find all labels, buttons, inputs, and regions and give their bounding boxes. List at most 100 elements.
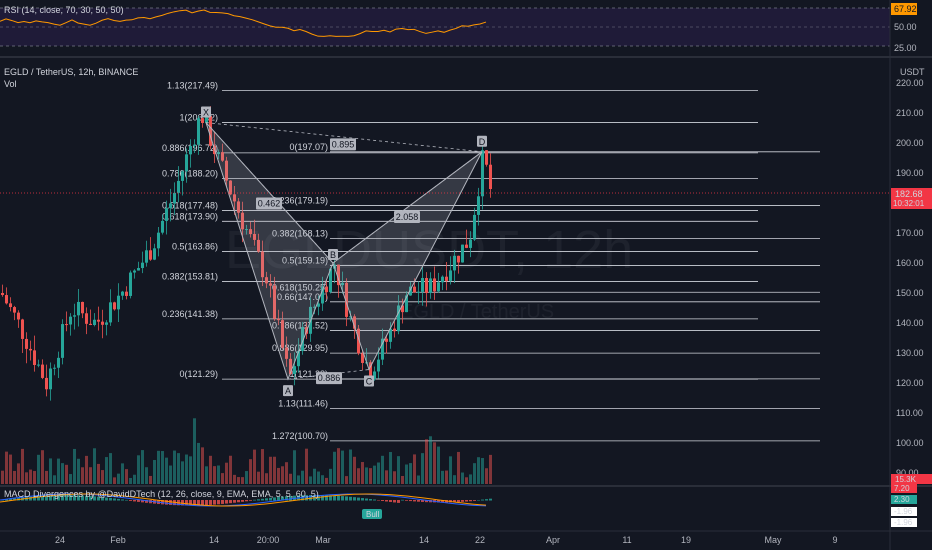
macd-bar bbox=[457, 500, 460, 503]
point-a-box bbox=[283, 385, 293, 397]
candle bbox=[481, 150, 484, 197]
candle bbox=[133, 270, 136, 273]
current-price: 182.68 bbox=[895, 189, 923, 199]
candle bbox=[153, 248, 156, 260]
candle bbox=[285, 347, 288, 359]
candle bbox=[217, 152, 220, 155]
volume-bar bbox=[45, 470, 48, 484]
candle bbox=[137, 268, 140, 271]
fib-label-right: 1.13(111.46) bbox=[278, 399, 328, 409]
candle bbox=[17, 312, 20, 320]
volume-bar bbox=[193, 418, 196, 484]
volume-bar bbox=[345, 476, 348, 484]
candle bbox=[181, 171, 184, 181]
volume-bar bbox=[137, 455, 140, 484]
volume-bar bbox=[369, 468, 372, 484]
candle bbox=[185, 154, 188, 172]
volume-bar bbox=[145, 467, 148, 484]
candle bbox=[429, 278, 432, 293]
volume-bar bbox=[481, 458, 484, 484]
volume-bar bbox=[341, 450, 344, 484]
volume-bar bbox=[85, 455, 88, 484]
macd-bar bbox=[61, 495, 64, 501]
macd-value-1: 7.20 bbox=[894, 484, 910, 493]
volume-bar bbox=[401, 475, 404, 484]
volume-bar bbox=[129, 477, 132, 484]
candle bbox=[269, 283, 272, 286]
rsi-level-50: 50.00 bbox=[894, 22, 917, 32]
candle bbox=[413, 286, 416, 293]
price-axis[interactable]: 220.00210.00200.00190.00180.00170.00160.… bbox=[896, 78, 924, 478]
time-axis[interactable]: 24 Feb 14 20:00 Mar 14 22 Apr 11 19 May 9 bbox=[55, 535, 838, 545]
fib-label-right: 0.786(137.52) bbox=[272, 320, 328, 330]
volume-bar bbox=[149, 475, 152, 484]
fib-label-left: 0.382(153.81) bbox=[162, 272, 218, 282]
candle bbox=[349, 316, 352, 318]
rsi-line bbox=[0, 9, 487, 37]
rsi-level-25: 25.00 bbox=[894, 43, 917, 53]
macd-value-3: -1.96 bbox=[894, 507, 913, 516]
volume-bar bbox=[429, 436, 432, 484]
volume-bar bbox=[97, 463, 100, 484]
candle bbox=[473, 214, 476, 240]
volume-bar bbox=[293, 450, 296, 484]
volume-bar bbox=[57, 458, 60, 484]
fib-label-right: 0.5(159.19) bbox=[282, 255, 328, 265]
candle bbox=[405, 295, 408, 313]
price-tick: 90.00 bbox=[896, 468, 919, 478]
fib-label-left: 0.236(141.38) bbox=[162, 309, 218, 319]
macd-bar bbox=[233, 500, 236, 503]
volume-bar bbox=[89, 467, 92, 484]
candle bbox=[233, 194, 236, 202]
price-tick: 160.00 bbox=[896, 258, 924, 268]
candle bbox=[89, 323, 92, 325]
macd-bar bbox=[453, 500, 456, 503]
macd-bar bbox=[265, 498, 268, 501]
macd-bar bbox=[253, 499, 256, 501]
macd-bar bbox=[213, 500, 216, 505]
price-tick: 140.00 bbox=[896, 318, 924, 328]
volume-bar bbox=[33, 471, 36, 484]
macd-bar bbox=[473, 500, 476, 501]
volume-bar bbox=[229, 455, 232, 484]
candle bbox=[73, 315, 76, 317]
volume-bar bbox=[1, 470, 4, 484]
volume-bar bbox=[241, 477, 244, 484]
candle bbox=[61, 324, 64, 358]
candle bbox=[453, 255, 456, 271]
candle bbox=[237, 201, 240, 213]
macd-bar bbox=[57, 495, 60, 501]
macd-bar bbox=[405, 500, 408, 501]
macd-bar bbox=[425, 500, 428, 503]
volume-bar bbox=[157, 450, 160, 484]
candle bbox=[409, 286, 412, 296]
macd-bar bbox=[401, 499, 404, 501]
macd-bar bbox=[345, 496, 348, 501]
volume-bar bbox=[457, 451, 460, 484]
candle bbox=[53, 367, 56, 369]
candle bbox=[313, 306, 316, 308]
candle bbox=[101, 321, 104, 325]
volume-bar bbox=[41, 450, 44, 484]
candle bbox=[445, 276, 448, 281]
candle bbox=[273, 285, 276, 319]
price-tag bbox=[891, 188, 932, 209]
candle bbox=[209, 115, 212, 146]
macd-bar bbox=[221, 500, 224, 504]
candle bbox=[261, 251, 264, 278]
candle bbox=[69, 316, 72, 325]
macd-bar bbox=[89, 496, 92, 501]
volume-bar bbox=[485, 468, 488, 484]
volume-bar bbox=[93, 448, 96, 484]
candle bbox=[145, 250, 148, 263]
time-tick: 11 bbox=[622, 535, 631, 545]
macd-bar bbox=[249, 500, 252, 501]
candle bbox=[301, 327, 304, 352]
volume-bar bbox=[101, 470, 104, 484]
candle bbox=[369, 362, 372, 380]
candle bbox=[345, 282, 348, 317]
fib-label-right: 0.618(150.25) bbox=[272, 282, 328, 292]
macd-bar bbox=[97, 496, 100, 501]
volume-bar bbox=[469, 474, 472, 484]
